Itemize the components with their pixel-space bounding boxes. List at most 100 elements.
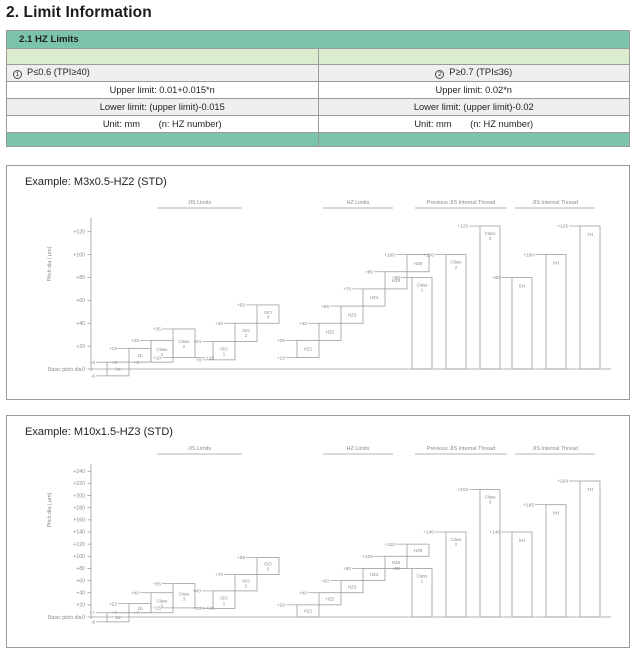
- limit-bar: [511, 531, 533, 618]
- y-axis-tick-label: +240: [73, 469, 85, 475]
- limit-bar-label: 2: [455, 542, 458, 547]
- limit-box-label: 1a: [115, 367, 121, 372]
- limit-box-label: 2: [245, 583, 248, 588]
- limit-bar-label: 5H: [519, 538, 526, 544]
- limit-box-label: 3: [267, 315, 270, 320]
- blank-cell-right: [317, 48, 630, 65]
- limit-box-label: HZ2: [326, 330, 335, 335]
- limit-box-label: HZ3: [348, 312, 357, 317]
- bar-limit-value: +140: [489, 530, 500, 536]
- chart-panel-1: Example: M3x0.5-HZ2 (STD) 0 +20 +40 +60 +80 +…: [6, 165, 630, 400]
- limit-box: [340, 580, 364, 594]
- table-row: Upper limit: 0.01+0.015*n Upper limit: 0…: [6, 81, 630, 99]
- upper-limit-value: +20: [277, 603, 285, 609]
- lower-limit-value: +8: [196, 358, 202, 364]
- limit-bar-label: Class: [451, 537, 463, 542]
- limit-box: [362, 568, 386, 581]
- condition-text-1: P≤0.6 (TPI≥40): [27, 67, 90, 77]
- limit-box-label: ISO: [264, 310, 272, 315]
- y-axis-title: Pitch dia.( μm): [47, 492, 53, 527]
- limit-box-label: ISO: [264, 562, 272, 567]
- limit-box-label: HZ4: [370, 572, 379, 577]
- limit-box: [234, 574, 258, 592]
- limit-box-label: ISO: [242, 578, 250, 583]
- y-axis-tick-label: +180: [73, 505, 85, 511]
- limit-bar: [579, 225, 601, 370]
- y-axis-tick-label: +80: [76, 566, 85, 572]
- lower-limit-cell-1: Lower limit: (upper limit)-0.015: [6, 98, 319, 116]
- bar-limit-value: +80: [392, 275, 400, 281]
- y-axis-tick-label: +60: [76, 298, 85, 304]
- upper-limit-value: +120: [384, 542, 395, 548]
- bar-limit-value: +140: [423, 530, 434, 536]
- bar-limit-value: +100: [523, 252, 534, 258]
- y-axis-tick-label: +120: [73, 542, 85, 548]
- limit-bar-label: 7H: [587, 487, 594, 493]
- limit-box: [256, 304, 280, 324]
- limit-bar-label: 6H: [553, 261, 560, 267]
- limit-box: [318, 592, 342, 606]
- limit-box: [384, 271, 408, 290]
- limit-box-label: HZ1: [304, 609, 313, 614]
- bar-limit-value: +125: [557, 224, 568, 230]
- limit-box: [234, 322, 258, 342]
- y-axis-tick-label: +160: [73, 518, 85, 524]
- limit-box: [256, 557, 280, 575]
- limit-bar: [479, 225, 501, 370]
- upper-limit-value: +100: [362, 554, 373, 560]
- limit-bar-label: 3: [489, 236, 492, 241]
- unit-cell-2: Unit: mm (n: HZ number): [317, 115, 630, 133]
- y-axis-tick-label: +100: [73, 252, 85, 258]
- limit-bar-label: Class: [485, 231, 497, 236]
- upper-limit-value: +85: [365, 269, 373, 275]
- limit-box-label: 3: [183, 596, 186, 601]
- limit-box-label: 2: [183, 344, 186, 349]
- limit-bar-label: 1: [421, 288, 424, 293]
- page-title: 2. Limit Information: [6, 4, 152, 21]
- upper-limit-value: +70: [215, 572, 223, 578]
- y-axis-tick-label: +20: [76, 344, 85, 350]
- upper-limit-value: +40: [215, 321, 223, 327]
- band-cell-left: [6, 132, 319, 147]
- lower-limit-value: +14: [193, 606, 201, 612]
- chart-caption-1: Example: M3x0.5-HZ2 (STD): [25, 176, 167, 188]
- limit-box-label: Class: [157, 598, 169, 603]
- group-title: HZ Limits: [347, 446, 370, 452]
- bar-limit-value: +185: [523, 502, 534, 508]
- group-title: Previous JIS Internal Thread: [427, 200, 495, 206]
- limit-bar: [411, 277, 433, 370]
- bar-limit-value: +125: [457, 224, 468, 230]
- table-row: Lower limit: (upper limit)-0.015 Lower l…: [6, 98, 630, 116]
- limit-bar: [445, 531, 467, 618]
- chart-panel-2: Example: M10x1.5-HZ3 (STD) 0 +20 +40 +60 +80…: [6, 415, 630, 648]
- condition-text-2: P≥0.7 (TPI≤36): [449, 67, 513, 77]
- lower-limit-value: +6: [112, 360, 118, 366]
- limit-box-label: Class: [179, 339, 191, 344]
- y-axis-title: Pitch dia.( μm): [47, 246, 53, 281]
- limit-box: [406, 543, 430, 557]
- limit-box-label: 3: [267, 567, 270, 572]
- limit-bar: [511, 277, 533, 370]
- upper-limit-value: +6: [90, 360, 96, 366]
- limit-box: [296, 604, 320, 618]
- upper-limit-value: +40: [299, 590, 307, 596]
- upper-limit-value: +22: [109, 601, 117, 607]
- lower-limit-value: -6: [91, 374, 96, 380]
- limit-box-label: Class: [179, 591, 191, 596]
- upper-limit-value: +25: [277, 338, 285, 344]
- bar-limit-value: +80: [492, 275, 500, 281]
- chart-figure-1: 0 +20 +40 +60 +80 +100 +120 Basic pitch dia. Pit…: [47, 200, 611, 380]
- y-axis-tick-label: 0: [82, 615, 85, 621]
- upper-limit-value: +55: [321, 304, 329, 310]
- band-cell-right: [317, 132, 630, 147]
- limit-box-label: ISO: [220, 346, 228, 351]
- condition-cell-2: 2 P≥0.7 (TPI≤36): [317, 64, 630, 82]
- limit-box: [296, 340, 320, 358]
- limit-bar-label: 7H: [587, 232, 594, 238]
- bar-limit-value: +80: [392, 566, 400, 572]
- group-title: JIS Internal Thread: [532, 200, 578, 206]
- y-axis-tick-label: +20: [76, 603, 85, 609]
- lower-limit-value: +7: [134, 610, 140, 616]
- lower-limit-value: -8: [91, 620, 96, 626]
